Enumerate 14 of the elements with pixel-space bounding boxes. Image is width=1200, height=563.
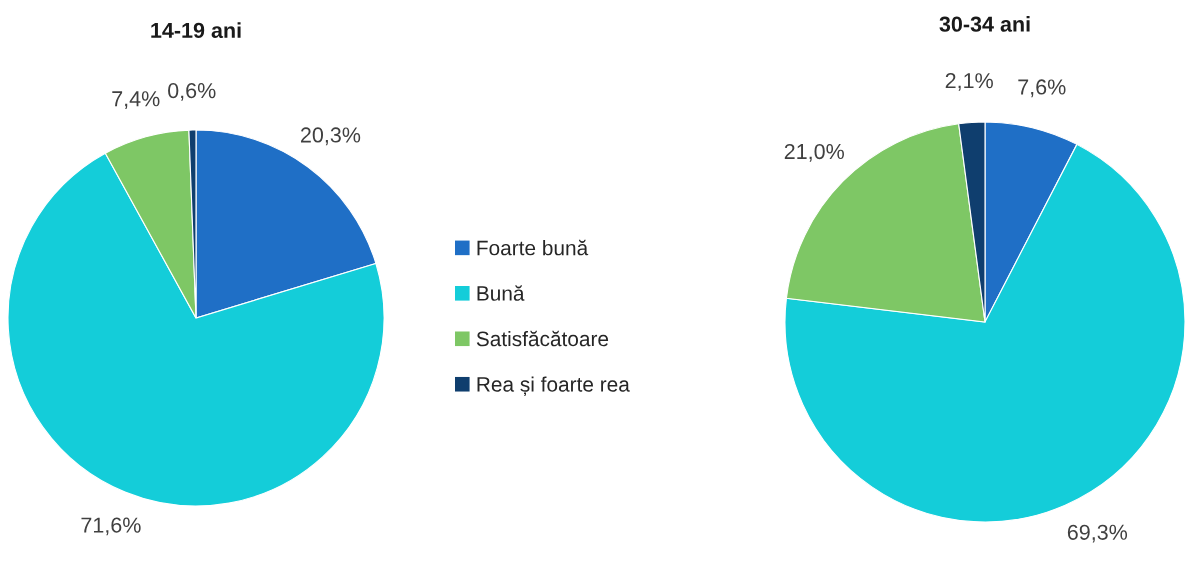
- legend-label: Bună: [477, 285, 525, 301]
- data-label: 69,3%: [1067, 524, 1128, 543]
- data-label: 20,3%: [301, 127, 361, 146]
- data-label: 71,6%: [81, 517, 141, 536]
- slice-label: 14-19 ani: [151, 22, 241, 39]
- data-label: 0,6%: [168, 82, 216, 101]
- slice-label: 30-34 ani: [939, 15, 1030, 32]
- legend-label: Satisfăcătoare: [476, 330, 609, 347]
- data-label: 21,0%: [784, 143, 844, 162]
- legend-label: Rea și foarte rea: [477, 376, 630, 396]
- data-label: 7,4%: [112, 91, 160, 109]
- data-label: 7,6%: [1018, 79, 1066, 98]
- data-label: 2,1%: [945, 73, 993, 91]
- legend-label: Foarte bună: [477, 239, 589, 256]
